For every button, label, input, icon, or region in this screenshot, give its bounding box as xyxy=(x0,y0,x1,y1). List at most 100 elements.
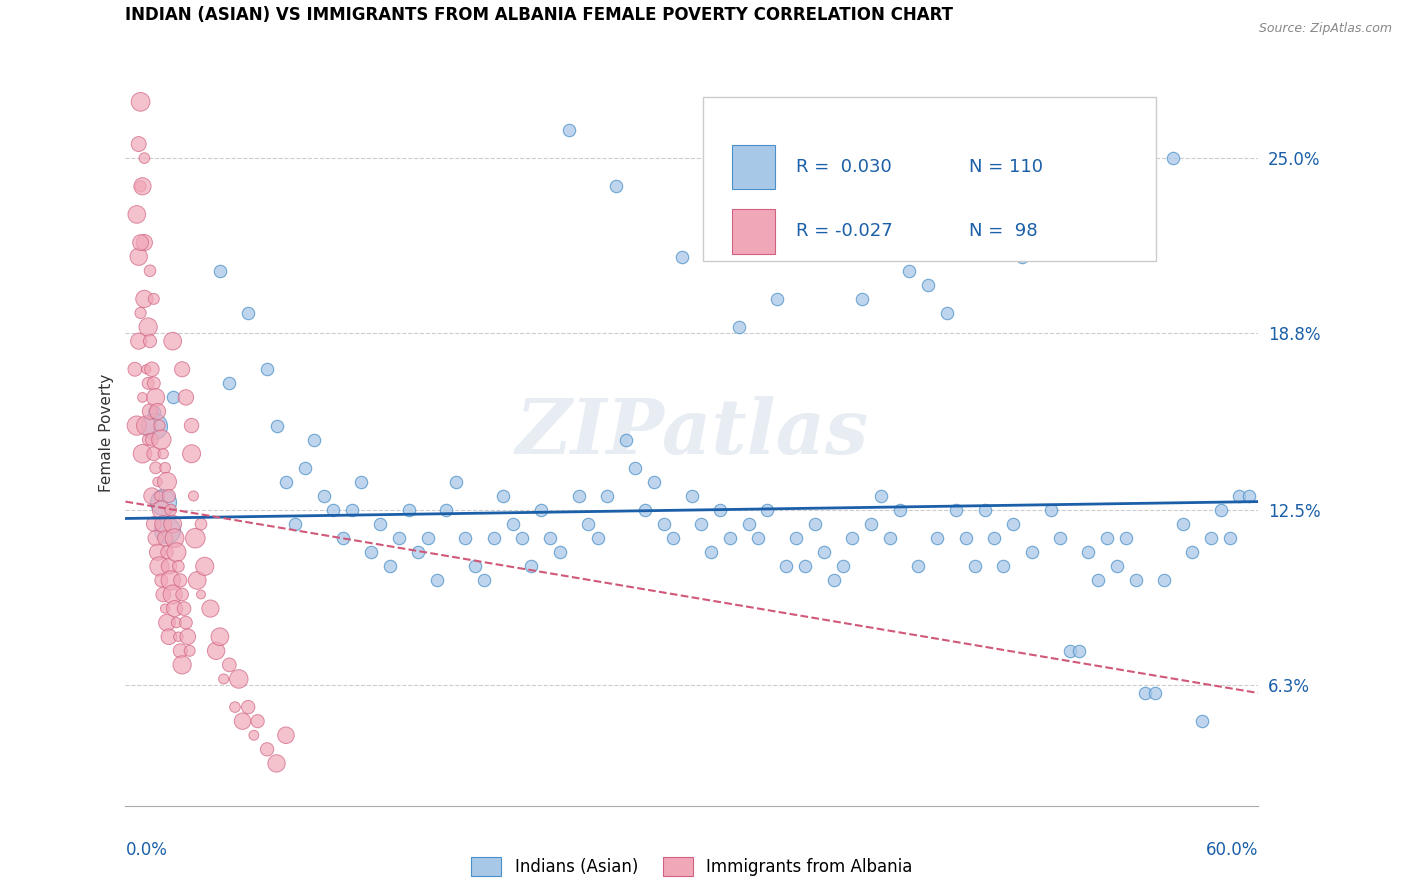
Point xyxy=(153,460,176,475)
Text: Source: ZipAtlas.com: Source: ZipAtlas.com xyxy=(1258,22,1392,36)
Point xyxy=(935,306,957,320)
Point xyxy=(180,418,202,433)
Point xyxy=(1153,574,1175,588)
Point xyxy=(152,447,174,461)
Point xyxy=(530,503,553,517)
Y-axis label: Female Poverty: Female Poverty xyxy=(100,374,114,491)
Point xyxy=(1039,503,1062,517)
Point xyxy=(614,433,637,447)
Point xyxy=(1115,531,1137,545)
Point xyxy=(152,494,174,508)
Point xyxy=(718,531,741,545)
Point xyxy=(238,306,260,320)
Point xyxy=(145,460,167,475)
Point xyxy=(156,475,179,489)
Point xyxy=(652,517,675,532)
Point xyxy=(186,574,208,588)
Point xyxy=(700,545,723,559)
Point xyxy=(165,545,187,559)
Point xyxy=(194,559,217,574)
Point xyxy=(492,489,515,503)
Point xyxy=(1031,221,1053,235)
Point xyxy=(794,559,817,574)
Point xyxy=(156,615,179,630)
Point xyxy=(624,460,647,475)
Point xyxy=(125,418,148,433)
Point xyxy=(256,362,278,376)
Point xyxy=(174,391,197,405)
Point xyxy=(1163,151,1185,165)
Point xyxy=(586,531,609,545)
Point xyxy=(167,630,190,644)
Point xyxy=(266,756,288,771)
Point xyxy=(131,391,153,405)
Point xyxy=(851,292,873,306)
Point xyxy=(128,136,150,151)
Text: N = 110: N = 110 xyxy=(970,158,1043,176)
Point xyxy=(803,517,825,532)
Point xyxy=(813,545,835,559)
Point xyxy=(136,433,159,447)
Point xyxy=(162,587,184,601)
Point xyxy=(131,179,153,194)
Point xyxy=(177,630,200,644)
Point xyxy=(173,601,195,615)
Point xyxy=(681,489,703,503)
Point xyxy=(134,292,156,306)
Point xyxy=(169,644,191,658)
Point xyxy=(350,475,373,489)
Point xyxy=(135,362,157,376)
Point xyxy=(756,503,779,517)
Point xyxy=(157,559,180,574)
Point xyxy=(184,531,207,545)
Point xyxy=(312,489,335,503)
Point xyxy=(148,559,170,574)
Text: ZIPatlas: ZIPatlas xyxy=(516,396,869,469)
Point xyxy=(208,630,231,644)
Point xyxy=(482,531,505,545)
Point xyxy=(472,574,495,588)
Point xyxy=(274,475,297,489)
Point xyxy=(304,433,326,447)
Point xyxy=(218,657,240,672)
Point xyxy=(775,559,797,574)
Point xyxy=(869,489,891,503)
Point xyxy=(145,531,167,545)
Point xyxy=(274,728,297,742)
Point xyxy=(973,503,995,517)
Point xyxy=(1209,503,1232,517)
Point xyxy=(238,700,260,714)
Point xyxy=(322,503,344,517)
Point xyxy=(129,306,152,320)
Point xyxy=(294,460,316,475)
Point xyxy=(1067,644,1090,658)
Point xyxy=(907,559,929,574)
FancyBboxPatch shape xyxy=(731,145,775,189)
Point xyxy=(1059,644,1081,658)
Point xyxy=(125,207,148,221)
Point xyxy=(426,574,449,588)
Point xyxy=(150,433,173,447)
Point xyxy=(709,503,731,517)
Point xyxy=(398,503,420,517)
Point xyxy=(134,151,156,165)
Point xyxy=(332,531,354,545)
Point xyxy=(180,447,202,461)
Point xyxy=(662,531,685,545)
Point xyxy=(737,517,759,532)
Point xyxy=(1171,517,1194,532)
Point xyxy=(256,742,278,756)
Point xyxy=(200,601,222,615)
Point xyxy=(142,447,165,461)
Point xyxy=(156,523,179,537)
Point xyxy=(360,545,382,559)
Text: 0.0%: 0.0% xyxy=(125,841,167,859)
Point xyxy=(146,404,169,418)
Point xyxy=(167,559,190,574)
Point xyxy=(1133,686,1156,700)
Point xyxy=(416,531,439,545)
Point xyxy=(246,714,269,729)
Point xyxy=(162,334,184,348)
Point xyxy=(548,545,571,559)
Point xyxy=(174,615,197,630)
